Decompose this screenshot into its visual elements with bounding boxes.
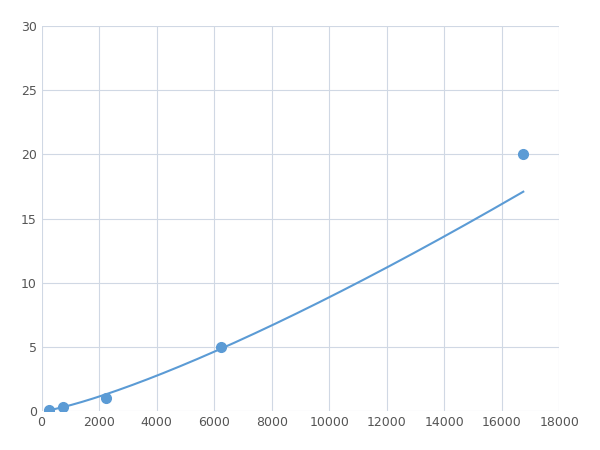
Point [518, 151, 528, 158]
Point [58, 404, 68, 411]
Point [101, 395, 111, 402]
Point [44, 406, 53, 414]
Point [217, 343, 226, 351]
